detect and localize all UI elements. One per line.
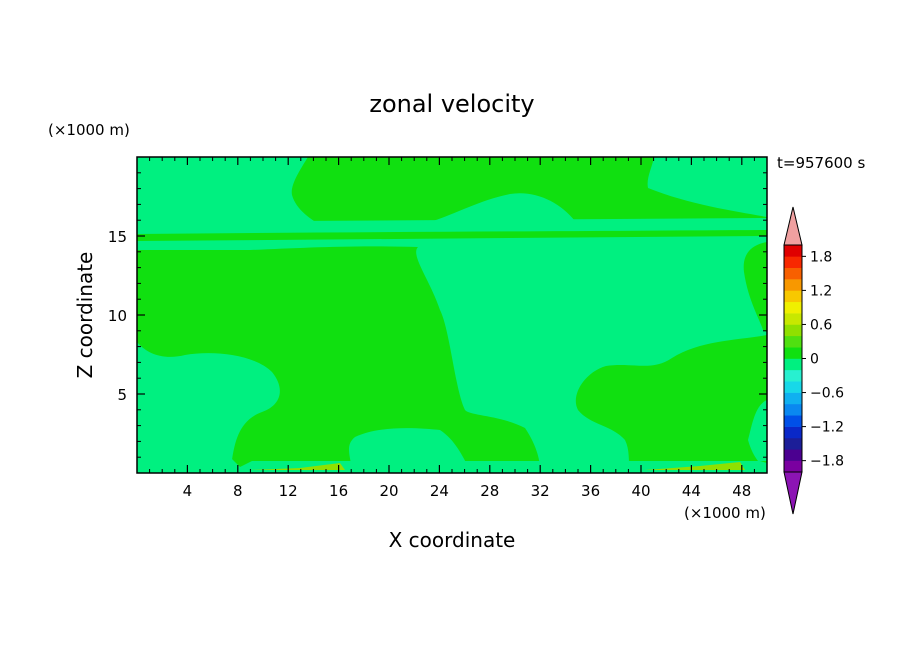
chart-title: zonal velocity — [369, 90, 534, 118]
x-axis-label: X coordinate — [389, 528, 516, 552]
x-tick-label: 36 — [581, 482, 600, 500]
colorbar-segment — [784, 267, 802, 280]
contour-region — [137, 157, 322, 228]
y-axis-label: Z coordinate — [73, 252, 97, 379]
x-tick-label: 8 — [233, 482, 243, 500]
colorbar-segment — [784, 358, 802, 371]
contour-region — [137, 218, 767, 234]
colorbar-segment — [784, 245, 802, 257]
colorbar-segment — [784, 335, 802, 348]
x-tick-label: 40 — [631, 482, 650, 500]
colorbar-segment — [784, 290, 802, 303]
colorbar-tick-label: 1.2 — [810, 283, 832, 299]
x-tick-label: 32 — [531, 482, 550, 500]
y-tick-label: 10 — [108, 307, 127, 325]
y-axis-ticks: 5 10 15 — [108, 172, 767, 458]
colorbar-segment — [784, 403, 802, 416]
contour-field — [137, 157, 767, 473]
x-tick-label: 12 — [279, 482, 298, 500]
contour-region — [748, 400, 767, 470]
colorbar-segment — [784, 313, 802, 325]
colorbar: 1.8 1.2 0.6 0 −0.6 −1.2 −1.8 — [783, 206, 844, 515]
x-tick-label: 16 — [329, 482, 348, 500]
colorbar-segment — [784, 256, 802, 268]
colorbar-segment — [784, 369, 802, 382]
colorbar-segment — [784, 301, 802, 314]
surface-positive-patch — [645, 462, 745, 470]
surface-positive-patch — [250, 463, 345, 470]
colorbar-tick-label: 0 — [810, 352, 819, 368]
x-tick-label: 28 — [480, 482, 499, 500]
x-tick-label: 48 — [732, 482, 751, 500]
x-axis-ticks: 4 8 12 16 20 24 28 32 36 40 44 48 — [149, 157, 755, 500]
x-tick-label: 4 — [183, 482, 193, 500]
y-tick-label: 5 — [117, 386, 127, 404]
colorbar-tick-label: 0.6 — [810, 317, 832, 333]
colorbar-segment — [784, 415, 802, 427]
x-tick-label: 24 — [430, 482, 449, 500]
contour-region — [348, 428, 470, 470]
colorbar-tick-label: −1.2 — [810, 420, 844, 436]
colorbar-segment — [784, 381, 802, 393]
colorbar-tick-label: −1.8 — [810, 454, 844, 470]
colorbar-segment — [784, 324, 802, 337]
colorbar-segment — [784, 347, 802, 359]
contour-region — [647, 157, 767, 217]
colorbar-tick-label: −0.6 — [810, 386, 844, 402]
colorbar-segment — [784, 449, 802, 461]
colorbar-tick-label: 1.8 — [810, 249, 832, 265]
contour-region — [137, 342, 280, 473]
colorbar-segment — [784, 279, 802, 291]
y-tick-label: 15 — [108, 228, 127, 246]
x-tick-label: 20 — [379, 482, 398, 500]
contour-region — [433, 193, 575, 221]
colorbar-under-triangle — [783, 471, 803, 515]
contour-region — [137, 236, 767, 470]
colorbar-segment — [784, 426, 802, 439]
colorbar-over-triangle — [783, 206, 803, 246]
colorbar-segment — [784, 460, 802, 473]
colorbar-segment — [784, 392, 802, 405]
y-unit-label: (×1000 m) — [48, 121, 130, 139]
x-unit-label: (×1000 m) — [684, 504, 766, 522]
time-label: t=957600 s — [777, 154, 865, 172]
colorbar-segment — [784, 437, 802, 450]
x-tick-label: 44 — [682, 482, 701, 500]
